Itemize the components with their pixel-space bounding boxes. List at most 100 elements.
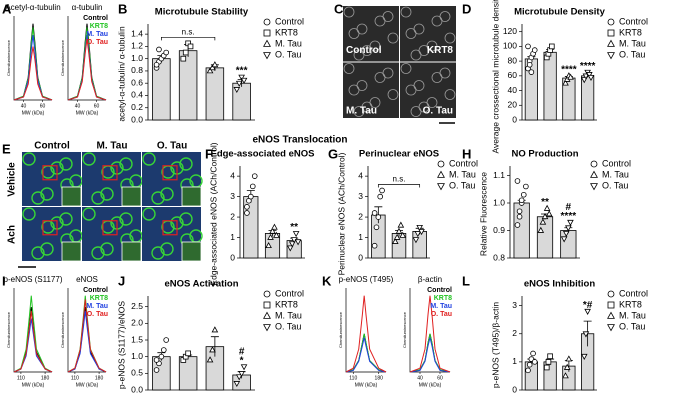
roi-box xyxy=(162,165,178,181)
panel-label: G xyxy=(328,146,338,161)
data-point xyxy=(580,353,588,360)
x-tick-label: 110 xyxy=(17,375,25,381)
data-point xyxy=(271,223,278,230)
y-tick-label: 1 xyxy=(512,356,517,366)
cell-texture xyxy=(444,89,456,100)
cell-texture xyxy=(160,187,174,201)
bar xyxy=(543,51,557,121)
y-axis-label: Chemiluminescence xyxy=(60,39,65,76)
x-axis-label: MW (kDa) xyxy=(22,382,45,388)
y-tick-label: 0.9 xyxy=(493,225,505,235)
data-point xyxy=(206,356,214,363)
data-point xyxy=(391,237,399,244)
legend-label: Control xyxy=(449,158,478,168)
legend-label: M. Tau xyxy=(430,303,452,310)
data-point xyxy=(520,191,527,198)
y-tick-label: 0.0 xyxy=(131,114,143,124)
data-point xyxy=(235,374,243,381)
y-tick-label: 1.2 xyxy=(131,41,143,51)
data-point xyxy=(286,245,294,252)
legend-marker xyxy=(590,183,598,191)
data-point xyxy=(153,357,160,363)
data-point xyxy=(516,213,523,220)
y-tick-label: 2 xyxy=(230,211,235,221)
data-point xyxy=(240,77,248,84)
data-point xyxy=(514,178,521,184)
data-point xyxy=(209,64,216,71)
data-point xyxy=(525,367,531,374)
y-tick-label: 3 xyxy=(358,191,363,201)
y-tick-label: 4 xyxy=(358,170,363,180)
data-point xyxy=(412,237,420,244)
data-point xyxy=(379,187,385,194)
cell-texture xyxy=(40,242,54,256)
column-label: Control xyxy=(34,141,70,152)
legend-label: KRT8 xyxy=(275,299,298,309)
data-point xyxy=(288,241,296,248)
y-axis-label: Average crossectional microtubule densit… xyxy=(490,0,500,154)
legend-marker xyxy=(437,160,445,168)
y-tick-label: 0 xyxy=(512,384,517,394)
legend-marker xyxy=(263,290,271,298)
cell-texture xyxy=(179,212,193,226)
x-tick-label: 60 xyxy=(437,375,443,381)
roi-box xyxy=(42,165,58,181)
legend-label: KRT8 xyxy=(434,295,452,302)
panel-label: D xyxy=(462,1,471,16)
bracket-label: n.s. xyxy=(393,175,406,184)
legend-label: Control xyxy=(83,287,108,294)
x-axis-label: MW (kDa) xyxy=(355,382,378,388)
bar xyxy=(205,67,225,121)
cell-texture xyxy=(59,157,73,171)
data-point xyxy=(582,331,590,338)
inset xyxy=(181,186,202,207)
legend-marker xyxy=(607,311,615,319)
y-tick-label: 3 xyxy=(512,300,517,310)
data-point xyxy=(377,193,383,200)
cell-texture xyxy=(59,212,73,226)
legend-label: O. Tau xyxy=(431,311,452,318)
data-point xyxy=(153,367,160,373)
curve xyxy=(13,35,53,101)
data-point xyxy=(248,193,254,200)
data-point xyxy=(543,364,550,371)
significance: # xyxy=(239,346,245,357)
inset xyxy=(121,186,142,207)
y-tick-label: 4 xyxy=(230,170,235,180)
y-tick-label: 1 xyxy=(230,232,235,242)
cell-texture xyxy=(400,63,412,74)
data-point xyxy=(371,242,378,249)
panel-label: C xyxy=(334,1,344,16)
curve xyxy=(67,299,107,373)
legend-marker xyxy=(607,52,615,60)
bar xyxy=(560,230,577,259)
legend-label: KRT8 xyxy=(275,27,298,37)
y-tick-label: 0.2 xyxy=(131,102,143,112)
legend-marker xyxy=(263,29,271,37)
legend-label: Control xyxy=(427,287,452,294)
curve xyxy=(67,38,107,101)
legend-label: O. Tau xyxy=(275,49,301,59)
cell-texture xyxy=(91,246,105,260)
roi-box xyxy=(102,165,118,181)
legend-label: M. Tau xyxy=(602,169,629,179)
y-tick-label: 2 xyxy=(358,211,363,221)
legend-label: M. Tau xyxy=(86,303,108,310)
cell-texture xyxy=(356,23,368,35)
legend-label: M. Tau xyxy=(86,31,108,38)
legend-marker xyxy=(263,39,271,47)
cell-texture xyxy=(382,11,394,22)
y-tick-label: 20 xyxy=(508,100,518,110)
cell-texture xyxy=(40,187,54,201)
data-point xyxy=(160,347,167,353)
y-axis-label: Chemiluminescence xyxy=(402,311,407,348)
y-tick-label: 2.0 xyxy=(131,318,143,328)
y-tick-label: 60 xyxy=(508,70,518,80)
data-point xyxy=(523,183,529,190)
inset xyxy=(61,186,82,207)
curve xyxy=(13,310,53,373)
subplot-title: p-eNOS (T495) xyxy=(339,275,394,284)
cell-texture xyxy=(405,28,417,39)
chart-title: Microtubule Density xyxy=(514,7,606,18)
y-tick-label: 120 xyxy=(503,26,517,36)
